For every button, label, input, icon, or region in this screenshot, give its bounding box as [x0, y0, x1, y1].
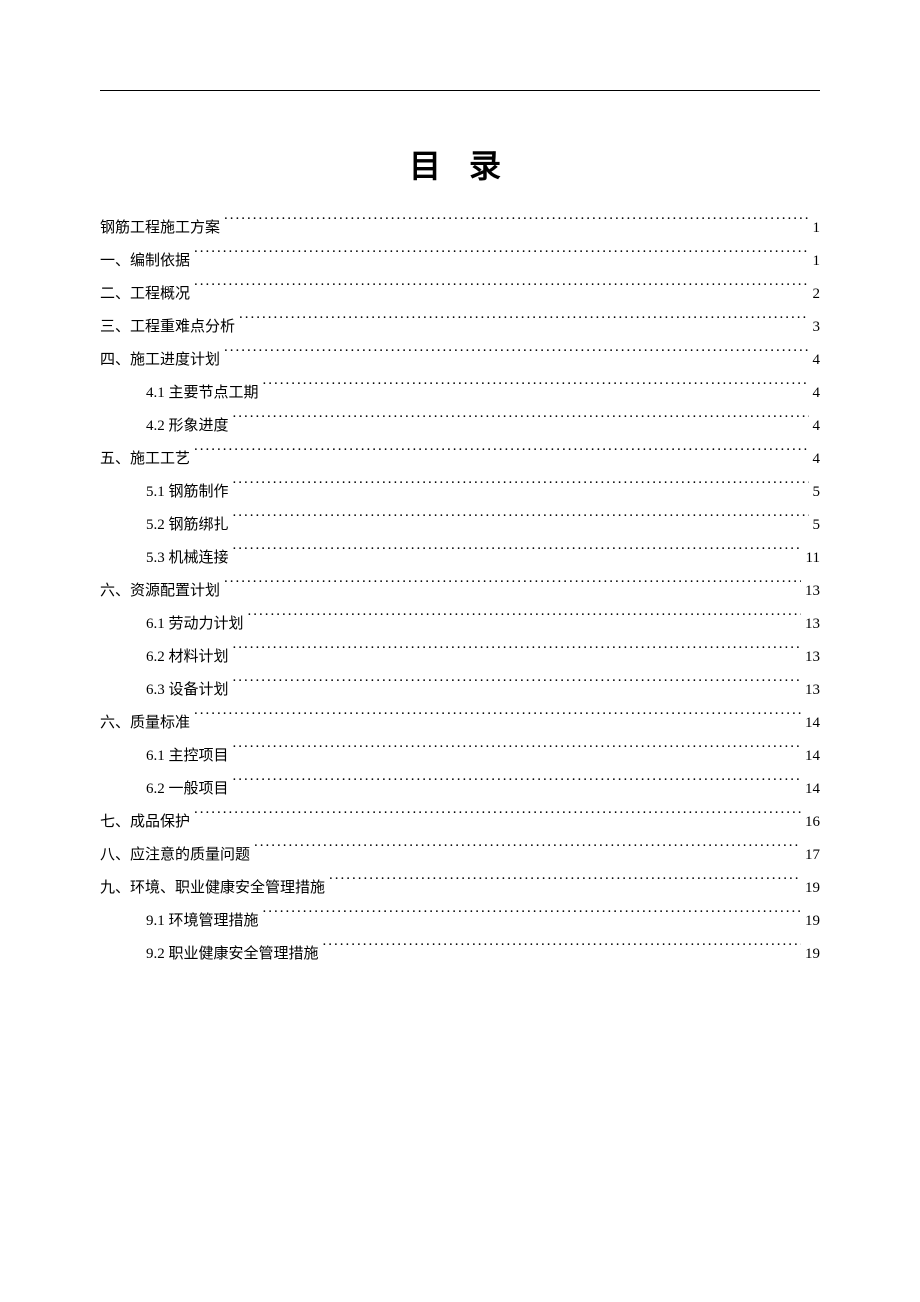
toc-entry-page: 11	[806, 542, 820, 575]
toc-entry-page: 13	[805, 674, 820, 707]
toc-entry-label: 九、环境、职业健康安全管理措施	[100, 872, 325, 905]
toc-entry: 六、质量标准 14	[100, 707, 820, 740]
toc-entry: 5.2 钢筋绑扎 5	[100, 509, 820, 542]
toc-entry-page: 1	[813, 245, 821, 278]
toc-entry: 6.2 材料计划 13	[100, 641, 820, 674]
toc-entry: 七、成品保护 16	[100, 806, 820, 839]
toc-entry-page: 17	[805, 839, 820, 872]
toc-entry-page: 14	[805, 773, 820, 806]
toc-dot-leader	[233, 481, 809, 496]
toc-entry-page: 4	[813, 377, 821, 410]
toc-entry: 6.2 一般项目 14	[100, 773, 820, 806]
toc-entry-label: 六、质量标准	[100, 707, 190, 740]
toc-entry-label: 9.1 环境管理措施	[146, 905, 259, 938]
toc-entry: 5.1 钢筋制作 5	[100, 476, 820, 509]
page-title: 目 录	[100, 141, 820, 187]
toc-entry-label: 四、施工进度计划	[100, 344, 220, 377]
top-horizontal-rule	[100, 90, 820, 91]
toc-dot-leader	[194, 811, 801, 826]
toc-dot-leader	[323, 943, 801, 958]
toc-dot-leader	[329, 877, 801, 892]
toc-dot-leader	[224, 580, 801, 595]
toc-entry: 4.1 主要节点工期 4	[100, 377, 820, 410]
toc-entry-label: 5.2 钢筋绑扎	[146, 509, 229, 542]
toc-entry-page: 5	[813, 476, 821, 509]
toc-entry-label: 5.1 钢筋制作	[146, 476, 229, 509]
toc-dot-leader	[194, 250, 808, 265]
toc-dot-leader	[233, 646, 801, 661]
toc-entry-label: 4.1 主要节点工期	[146, 377, 259, 410]
toc-entry-page: 13	[805, 608, 820, 641]
toc-entry-label: 三、工程重难点分析	[100, 311, 235, 344]
toc-entry: 五、施工工艺 4	[100, 443, 820, 476]
toc-entry-label: 二、工程概况	[100, 278, 190, 311]
toc-entry-label: 八、应注意的质量问题	[100, 839, 250, 872]
toc-dot-leader	[233, 547, 802, 562]
toc-entry-page: 16	[805, 806, 820, 839]
toc-entry: 9.1 环境管理措施 19	[100, 905, 820, 938]
toc-dot-leader	[239, 316, 808, 331]
toc-entry-label: 9.2 职业健康安全管理措施	[146, 938, 319, 971]
toc-dot-leader	[263, 910, 801, 925]
toc-dot-leader	[194, 283, 808, 298]
toc-entry-label: 6.1 主控项目	[146, 740, 229, 773]
toc-entry-page: 19	[805, 872, 820, 905]
toc-entry-page: 13	[805, 641, 820, 674]
toc-entry-label: 5.3 机械连接	[146, 542, 229, 575]
toc-entry: 4.2 形象进度 4	[100, 410, 820, 443]
toc-entry-page: 13	[805, 575, 820, 608]
toc-entry-label: 钢筋工程施工方案	[100, 212, 220, 245]
toc-entry-page: 3	[813, 311, 821, 344]
toc-entry: 6.3 设备计划 13	[100, 674, 820, 707]
toc-entry-page: 19	[805, 905, 820, 938]
toc-entry: 钢筋工程施工方案 1	[100, 212, 820, 245]
toc-entry-page: 19	[805, 938, 820, 971]
toc-entry-label: 6.1 劳动力计划	[146, 608, 244, 641]
toc-entry-label: 一、编制依据	[100, 245, 190, 278]
toc-entry-label: 6.3 设备计划	[146, 674, 229, 707]
toc-dot-leader	[224, 349, 808, 364]
toc-dot-leader	[194, 712, 801, 727]
toc-entry-page: 4	[813, 443, 821, 476]
toc-entry: 八、应注意的质量问题 17	[100, 839, 820, 872]
table-of-contents: 钢筋工程施工方案1一、编制依据1二、工程概况2三、工程重难点分析3四、施工进度计…	[100, 212, 820, 971]
toc-dot-leader	[233, 778, 801, 793]
toc-entry-page: 2	[813, 278, 821, 311]
toc-dot-leader	[233, 514, 809, 529]
toc-entry: 6.1 主控项目 14	[100, 740, 820, 773]
toc-entry: 四、施工进度计划 4	[100, 344, 820, 377]
toc-entry: 九、环境、职业健康安全管理措施 19	[100, 872, 820, 905]
toc-dot-leader	[263, 382, 809, 397]
toc-entry: 9.2 职业健康安全管理措施 19	[100, 938, 820, 971]
toc-dot-leader	[233, 415, 809, 430]
toc-entry-label: 五、施工工艺	[100, 443, 190, 476]
toc-entry-label: 6.2 一般项目	[146, 773, 229, 806]
toc-entry: 6.1 劳动力计划 13	[100, 608, 820, 641]
toc-entry: 六、资源配置计划 13	[100, 575, 820, 608]
toc-entry-label: 6.2 材料计划	[146, 641, 229, 674]
toc-entry: 三、工程重难点分析 3	[100, 311, 820, 344]
toc-dot-leader	[224, 217, 808, 232]
toc-entry-page: 5	[813, 509, 821, 542]
toc-entry-page: 4	[813, 344, 821, 377]
toc-entry: 5.3 机械连接 11	[100, 542, 820, 575]
toc-dot-leader	[233, 679, 801, 694]
toc-dot-leader	[194, 448, 808, 463]
toc-entry-page: 1	[813, 212, 821, 245]
toc-dot-leader	[233, 745, 801, 760]
toc-entry-page: 14	[805, 707, 820, 740]
toc-dot-leader	[254, 844, 801, 859]
toc-entry-page: 14	[805, 740, 820, 773]
toc-entry-label: 4.2 形象进度	[146, 410, 229, 443]
toc-entry-label: 六、资源配置计划	[100, 575, 220, 608]
toc-entry: 一、编制依据 1	[100, 245, 820, 278]
toc-dot-leader	[248, 613, 801, 628]
toc-entry-page: 4	[813, 410, 821, 443]
toc-entry-label: 七、成品保护	[100, 806, 190, 839]
toc-entry: 二、工程概况 2	[100, 278, 820, 311]
